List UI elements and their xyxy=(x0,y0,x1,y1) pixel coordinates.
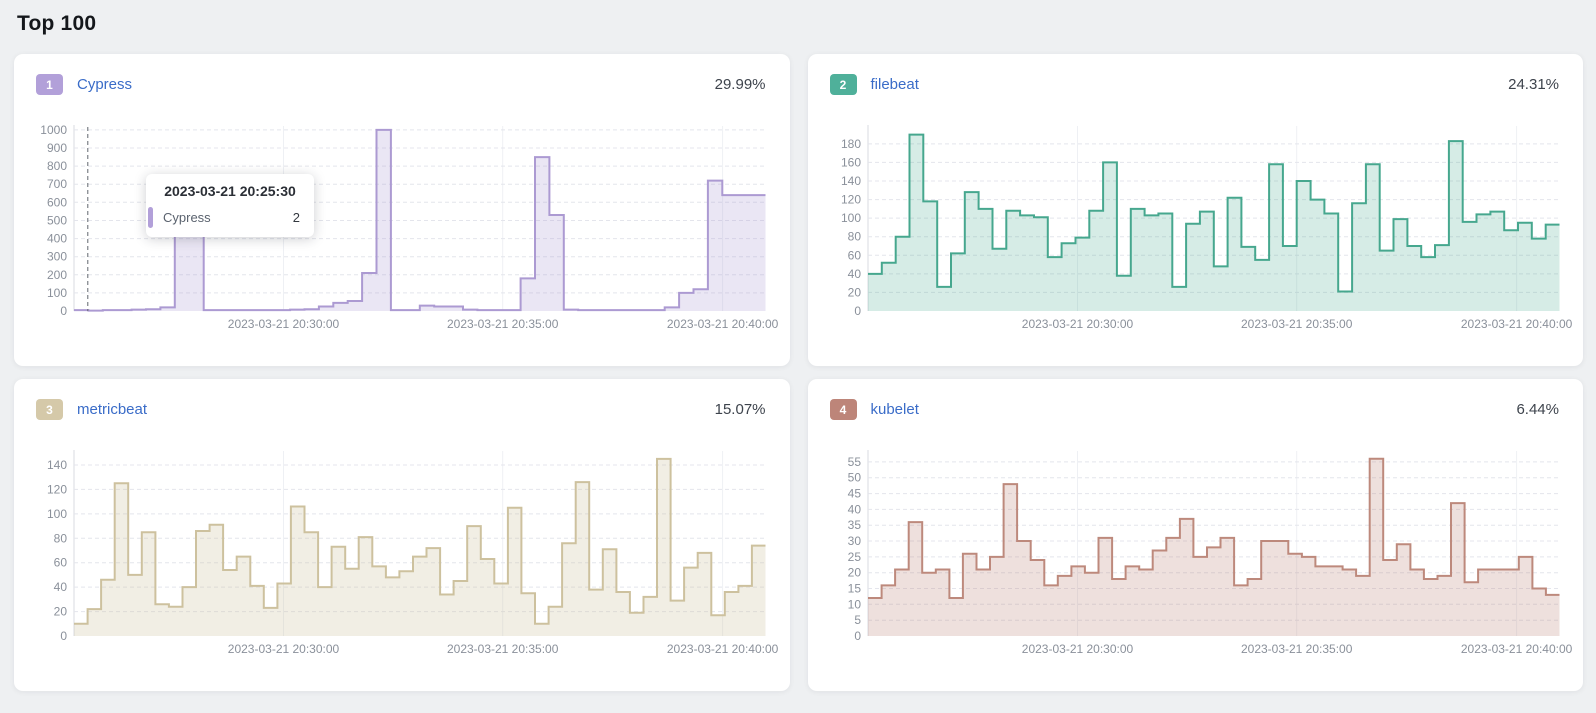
svg-text:20: 20 xyxy=(54,605,68,619)
svg-text:900: 900 xyxy=(47,141,67,155)
svg-text:2023-03-21 20:30:00: 2023-03-21 20:30:00 xyxy=(1021,317,1133,331)
svg-text:15: 15 xyxy=(847,582,861,596)
percent-value: 6.44% xyxy=(1516,401,1559,418)
svg-text:40: 40 xyxy=(847,267,861,281)
percent-value: 15.07% xyxy=(714,401,766,418)
svg-text:0: 0 xyxy=(854,629,861,643)
tooltip-series-name: Cypress xyxy=(163,210,211,225)
panel-metricbeat: 3 metricbeat 15.07% 2023-03-21 20:30:00 2… xyxy=(14,379,790,691)
panel-header: 2 filebeat 24.31% xyxy=(808,54,1584,95)
svg-text:40: 40 xyxy=(847,502,861,516)
svg-text:120: 120 xyxy=(47,482,67,496)
tooltip-timestamp: 2023-03-21 20:25:30 xyxy=(164,183,296,199)
svg-text:25: 25 xyxy=(847,550,861,564)
svg-text:50: 50 xyxy=(847,471,861,485)
rank-badge: 1 xyxy=(36,74,63,95)
panel-filebeat: 2 filebeat 24.31% 2023-03-21 20:30:00 202… xyxy=(807,54,1584,366)
dashboard-page: Top 100 1 Cypress 29.99% 2023-03-21 20:3… xyxy=(14,12,1583,691)
series-link-kubelet[interactable]: kubelet xyxy=(870,401,919,418)
tooltip-series-value: 2 xyxy=(292,210,300,225)
panel-header: 4 kubelet 6.44% xyxy=(808,379,1584,420)
panel-header: 1 Cypress 29.99% xyxy=(14,54,790,95)
svg-text:700: 700 xyxy=(47,177,67,191)
svg-text:0: 0 xyxy=(854,304,861,318)
panels-grid: 1 Cypress 29.99% 2023-03-21 20:30:00 2023… xyxy=(14,54,1583,691)
tooltip-series-marker-icon xyxy=(148,207,153,228)
svg-text:0: 0 xyxy=(60,304,67,318)
page-title: Top 100 xyxy=(17,12,97,35)
svg-text:100: 100 xyxy=(840,211,860,225)
panel-kubelet: 4 kubelet 6.44% 2023-03-21 20:30:00 2023-… xyxy=(807,379,1584,691)
svg-text:300: 300 xyxy=(47,250,67,264)
series-link-cypress[interactable]: Cypress xyxy=(77,76,133,93)
svg-text:55: 55 xyxy=(847,455,861,469)
rank-badge: 4 xyxy=(829,399,857,420)
svg-text:60: 60 xyxy=(847,248,861,262)
series-link-metricbeat[interactable]: metricbeat xyxy=(77,401,148,418)
svg-text:2023-03-21 20:35:00: 2023-03-21 20:35:00 xyxy=(1240,642,1352,656)
svg-text:100: 100 xyxy=(47,286,67,300)
svg-text:2023-03-21 20:30:00: 2023-03-21 20:30:00 xyxy=(228,317,340,331)
chart-kubelet[interactable]: 2023-03-21 20:30:00 2023-03-21 20:35:00 20… xyxy=(820,446,1574,662)
svg-text:160: 160 xyxy=(840,155,860,169)
chart-cypress[interactable]: 2023-03-21 20:30:00 2023-03-21 20:35:00 20… xyxy=(26,121,780,337)
panel-header: 3 metricbeat 15.07% xyxy=(14,379,790,420)
svg-text:2023-03-21 20:35:00: 2023-03-21 20:35:00 xyxy=(447,642,559,656)
percent-value: 29.99% xyxy=(714,76,766,93)
svg-text:40: 40 xyxy=(54,580,68,594)
svg-text:2023-03-21 20:30:00: 2023-03-21 20:30:00 xyxy=(1021,642,1133,656)
svg-text:5: 5 xyxy=(854,613,861,627)
svg-text:400: 400 xyxy=(47,232,67,246)
svg-text:140: 140 xyxy=(840,174,860,188)
svg-text:1000: 1000 xyxy=(40,123,67,137)
svg-text:60: 60 xyxy=(54,556,68,570)
svg-text:120: 120 xyxy=(840,193,860,207)
svg-text:2023-03-21 20:35:00: 2023-03-21 20:35:00 xyxy=(1240,317,1352,331)
svg-text:2023-03-21 20:30:00: 2023-03-21 20:30:00 xyxy=(228,642,340,656)
chart-filebeat[interactable]: 2023-03-21 20:30:00 2023-03-21 20:35:00 20… xyxy=(820,121,1574,337)
svg-text:2023-03-21 20:35:00: 2023-03-21 20:35:00 xyxy=(447,317,559,331)
svg-text:2023-03-21 20:40:00: 2023-03-21 20:40:00 xyxy=(667,642,779,656)
rank-badge: 3 xyxy=(36,399,63,420)
svg-text:30: 30 xyxy=(847,534,861,548)
svg-text:500: 500 xyxy=(47,214,67,228)
svg-text:20: 20 xyxy=(847,285,861,299)
svg-text:80: 80 xyxy=(847,230,861,244)
svg-text:0: 0 xyxy=(60,629,67,643)
svg-text:2023-03-21 20:40:00: 2023-03-21 20:40:00 xyxy=(667,317,779,331)
panel-cypress: 1 Cypress 29.99% 2023-03-21 20:30:00 2023… xyxy=(14,54,790,366)
tooltip-series-row: Cypress 2 xyxy=(146,205,314,228)
svg-text:2023-03-21 20:40:00: 2023-03-21 20:40:00 xyxy=(1460,317,1572,331)
svg-text:45: 45 xyxy=(847,487,861,501)
svg-text:100: 100 xyxy=(47,507,67,521)
percent-value: 24.31% xyxy=(1508,76,1559,93)
svg-text:140: 140 xyxy=(47,458,67,472)
svg-text:80: 80 xyxy=(54,531,68,545)
svg-text:20: 20 xyxy=(847,566,861,580)
svg-text:10: 10 xyxy=(847,597,861,611)
svg-text:800: 800 xyxy=(47,159,67,173)
rank-badge: 2 xyxy=(829,74,857,95)
series-link-filebeat[interactable]: filebeat xyxy=(870,76,919,93)
svg-text:200: 200 xyxy=(47,268,67,282)
svg-text:600: 600 xyxy=(47,195,67,209)
svg-text:2023-03-21 20:40:00: 2023-03-21 20:40:00 xyxy=(1460,642,1572,656)
chart-metricbeat[interactable]: 2023-03-21 20:30:00 2023-03-21 20:35:00 20… xyxy=(26,446,780,662)
svg-text:180: 180 xyxy=(840,137,860,151)
svg-text:35: 35 xyxy=(847,518,861,532)
chart-tooltip: 2023-03-21 20:25:30 Cypress 2 xyxy=(146,174,314,237)
